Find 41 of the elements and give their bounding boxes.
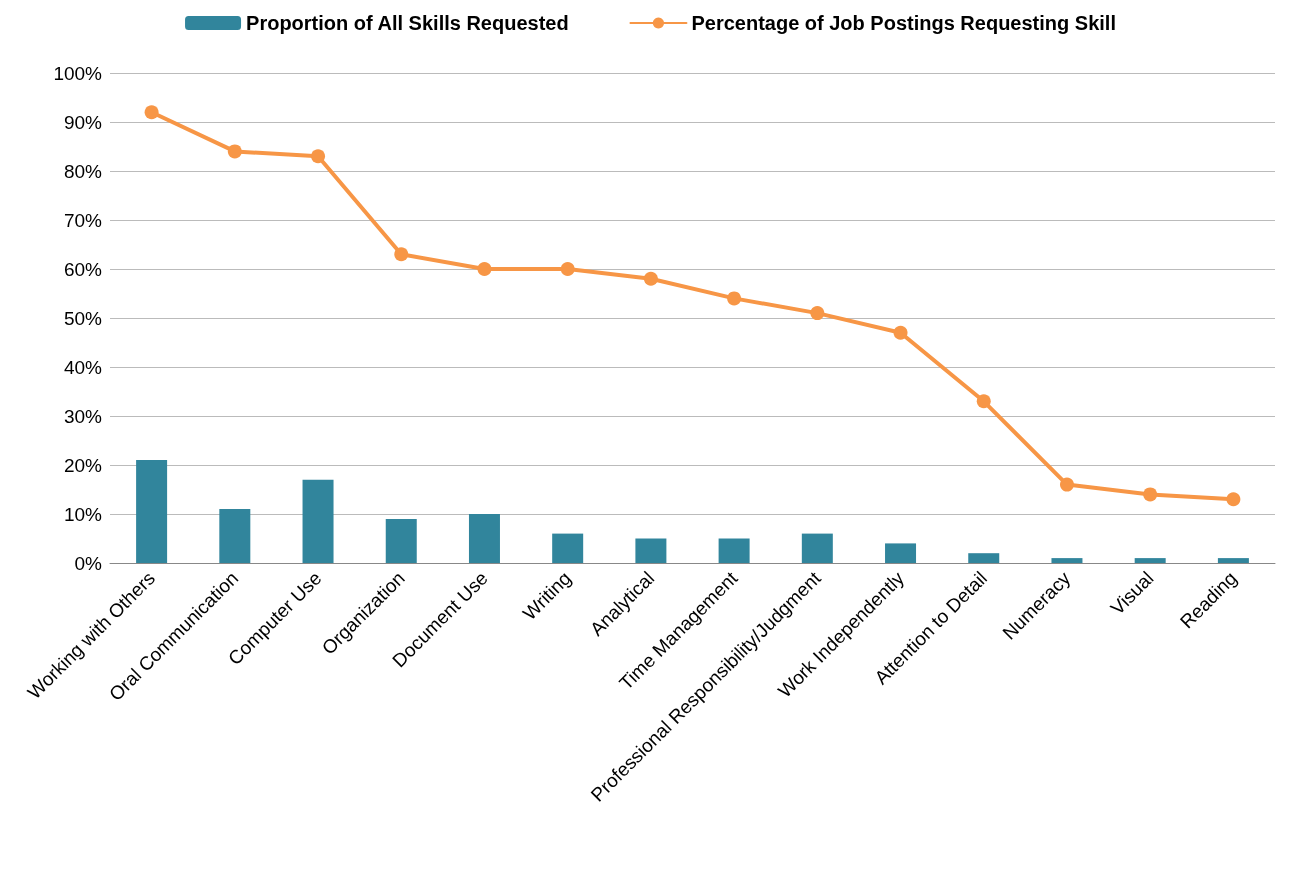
bar bbox=[718, 538, 750, 563]
point bbox=[477, 262, 492, 276]
point bbox=[1226, 492, 1241, 507]
bar bbox=[801, 533, 833, 563]
point bbox=[643, 271, 658, 286]
y-tick-label: 70% bbox=[63, 209, 103, 231]
bar bbox=[219, 509, 251, 563]
legend-label: Percentage of Job Postings Requesting Skill bbox=[691, 12, 1116, 34]
point bbox=[893, 325, 908, 340]
bar bbox=[968, 553, 1000, 563]
point bbox=[810, 306, 825, 321]
bar bbox=[302, 479, 334, 563]
y-tick-label: 40% bbox=[63, 356, 103, 378]
y-tick-label: 20% bbox=[63, 454, 103, 476]
y-tick-label: 60% bbox=[63, 258, 103, 280]
y-tick-label: 10% bbox=[63, 503, 103, 525]
point bbox=[727, 291, 742, 306]
bar bbox=[1051, 558, 1083, 563]
y-tick-label: 100% bbox=[53, 62, 103, 84]
point bbox=[144, 105, 159, 120]
bar bbox=[1134, 558, 1166, 563]
y-tick-label: 90% bbox=[63, 111, 103, 133]
bar bbox=[468, 514, 500, 563]
bar bbox=[136, 460, 168, 563]
point bbox=[560, 262, 575, 276]
bar bbox=[385, 518, 417, 563]
bar bbox=[1217, 558, 1249, 563]
bar bbox=[885, 543, 917, 563]
bar bbox=[552, 533, 584, 563]
point bbox=[227, 144, 242, 159]
point bbox=[976, 394, 991, 409]
y-tick-label: 50% bbox=[63, 307, 103, 329]
y-tick-label: 80% bbox=[63, 160, 103, 182]
point bbox=[1143, 487, 1158, 502]
point bbox=[1059, 477, 1074, 492]
point bbox=[311, 149, 326, 164]
point bbox=[394, 247, 409, 262]
legend-label: Proportion of All Skills Requested bbox=[246, 12, 569, 34]
bar bbox=[635, 538, 667, 563]
y-tick-label: 0% bbox=[74, 552, 103, 574]
y-tick-label: 30% bbox=[63, 405, 103, 427]
